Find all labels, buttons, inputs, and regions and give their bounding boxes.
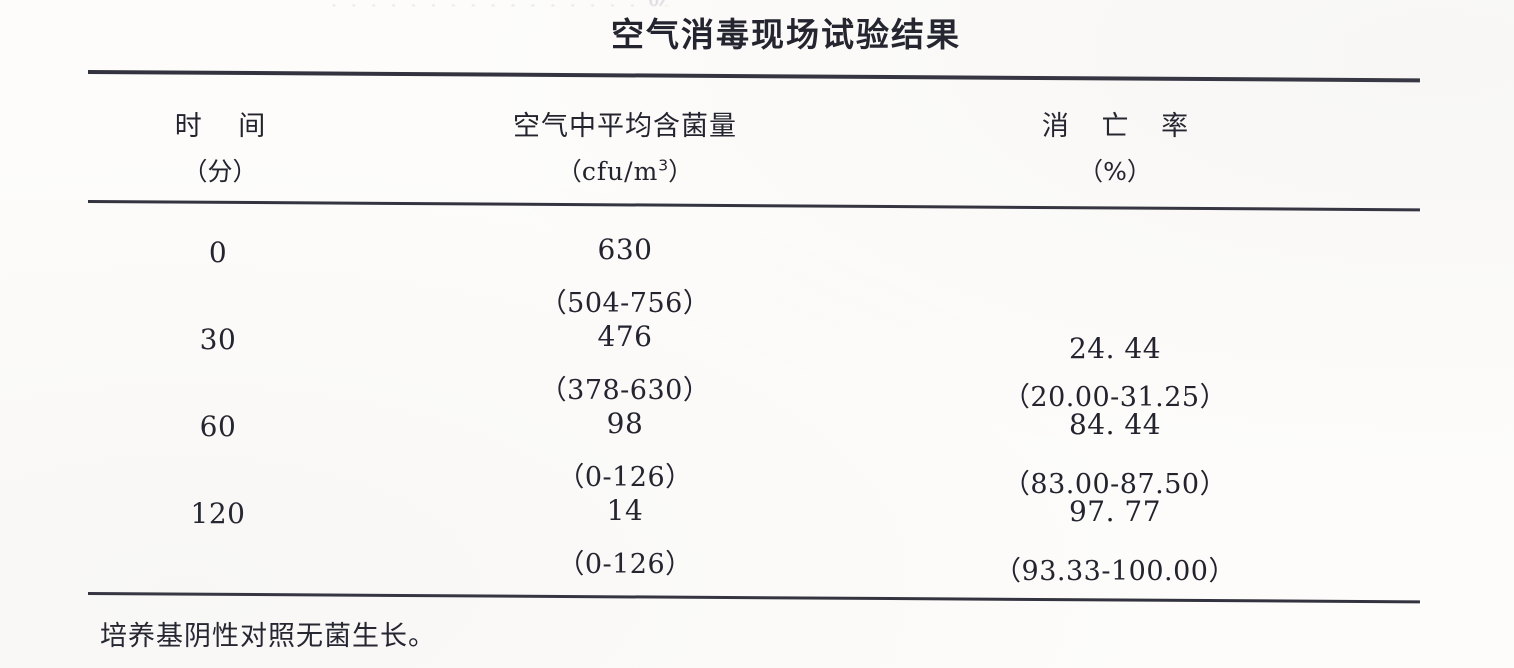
- column-header-count-name: 空气中平均含菌量: [513, 111, 737, 142]
- unit-cfu-per-cubic-meter: cfu/m: [581, 157, 659, 186]
- paren-close: ）: [668, 157, 694, 186]
- table-cell-rate-range: （20.00-31.25）: [1002, 382, 1228, 413]
- table-cell-rate: 97. 77: [1068, 495, 1162, 528]
- page-title: 空气消毒现场试验结果: [611, 15, 961, 54]
- column-header-count-unit: （cfu/m3）: [455, 152, 795, 188]
- column-header-time-name: 时 间: [174, 111, 280, 142]
- table-cell-rate: 24. 44: [1068, 332, 1162, 365]
- column-header-rate-name: 消 亡 率: [1041, 111, 1201, 142]
- cropped-top-text-line: · · · · · · · · · · · · · · · · %: [330, 0, 1030, 6]
- table-cell-time: 0: [208, 236, 228, 269]
- column-header-time-unit: （分）: [182, 157, 258, 186]
- paren-open: （: [556, 157, 582, 186]
- table-cell-count-range: （504-756）: [539, 288, 711, 319]
- table-cell-rate-range: （93.33-100.00）: [994, 556, 1236, 587]
- column-header-count: 空气中平均含菌量 （cfu/m3）: [455, 104, 795, 188]
- table-footnote: 培养基阴性对照无菌生长。: [100, 621, 436, 652]
- table-cell-count-range: （0-126）: [557, 549, 693, 580]
- table-bottom-rule: [87, 592, 1420, 604]
- column-header-rate-unit: （%）: [1078, 157, 1152, 186]
- table-cell-count: 476: [597, 320, 653, 353]
- table-cell-count: 14: [606, 494, 644, 527]
- table-top-rule: [87, 70, 1420, 83]
- table-cell-time: 120: [190, 497, 246, 530]
- table-cell-time: 60: [199, 410, 237, 443]
- superscript-three: 3: [658, 156, 669, 175]
- table-cell-count-range: （0-126）: [557, 462, 693, 493]
- column-header-time: 时 间 （分）: [120, 104, 320, 188]
- table-cell-time: 30: [199, 323, 237, 356]
- table-cell-rate: 84. 44: [1068, 408, 1162, 441]
- table-cell-count-range: （378-630）: [539, 375, 711, 406]
- table-cell-rate-range: （83.00-87.50）: [1002, 469, 1228, 500]
- table-header-rule: [87, 200, 1420, 212]
- column-header-rate: 消 亡 率 （%）: [965, 104, 1265, 188]
- table-cell-count: 630: [597, 233, 653, 266]
- table-cell-count: 98: [606, 407, 644, 440]
